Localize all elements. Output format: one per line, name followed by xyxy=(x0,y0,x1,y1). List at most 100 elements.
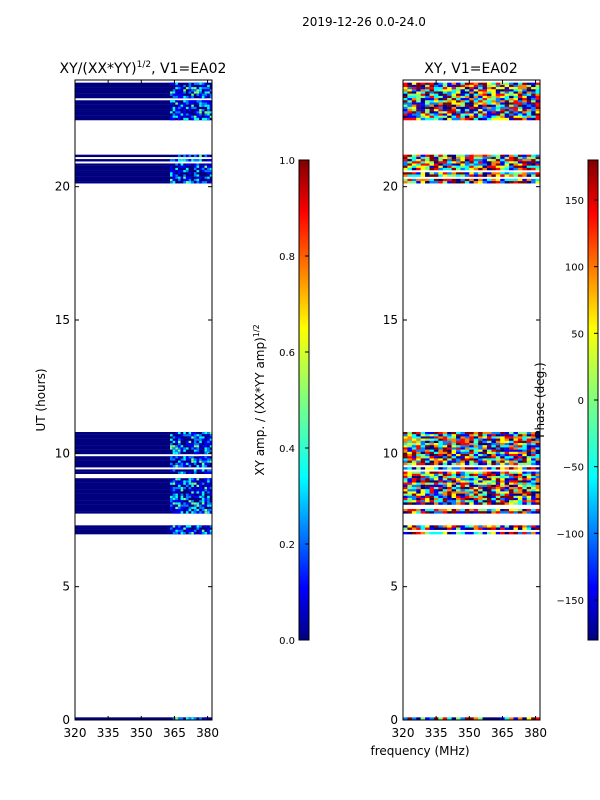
heatmap-cell xyxy=(531,527,536,530)
heatmap-cell xyxy=(478,717,483,720)
heatmap-cell xyxy=(478,480,483,483)
heatmap-cell xyxy=(442,167,448,171)
heatmap-cell xyxy=(204,89,208,92)
heatmap-cell xyxy=(433,100,439,103)
heatmap-cell xyxy=(403,87,408,90)
heatmap-cell xyxy=(513,172,519,175)
heatmap-cell xyxy=(177,93,181,97)
heatmap-cell xyxy=(478,111,483,114)
heatmap-row xyxy=(75,176,212,180)
heatmap-cell xyxy=(451,163,457,166)
heatmap-cell xyxy=(177,487,181,490)
heatmap-cell xyxy=(531,467,536,470)
heatmap-cell xyxy=(535,93,540,97)
heatmap-cell xyxy=(522,104,527,108)
heatmap-cell xyxy=(451,159,457,162)
heatmap-cell xyxy=(411,511,417,514)
heatmap-cell xyxy=(473,451,479,455)
heatmap-cell xyxy=(180,438,184,441)
heatmap-cell xyxy=(196,163,200,166)
heatmap-cell xyxy=(209,167,212,171)
heatmap-cell xyxy=(188,478,192,481)
heatmap-cell xyxy=(407,489,413,492)
heatmap-cell xyxy=(495,156,501,160)
heatmap-cell xyxy=(175,432,178,435)
heatmap-cell xyxy=(491,111,496,114)
heatmap-cell xyxy=(209,504,212,507)
heatmap-cell xyxy=(207,91,210,94)
heatmap-cell xyxy=(411,491,417,494)
heatmap-row xyxy=(75,491,212,494)
heatmap-cell xyxy=(460,467,466,470)
heatmap-cell xyxy=(509,115,514,119)
heatmap-cell xyxy=(447,111,452,114)
heatmap-cell xyxy=(196,87,200,90)
heatmap-cell xyxy=(495,181,501,184)
heatmap-cell xyxy=(513,476,519,479)
heatmap-cell xyxy=(442,451,448,455)
heatmap-cell xyxy=(403,482,408,485)
heatmap-cell xyxy=(420,117,426,121)
heatmap-cell xyxy=(526,154,532,158)
heatmap-cell xyxy=(491,436,496,439)
heatmap-cell xyxy=(175,489,178,492)
heatmap-cell xyxy=(500,509,505,512)
heatmap-cell xyxy=(535,115,540,119)
heatmap-cell xyxy=(535,480,540,483)
heatmap-cell xyxy=(495,117,501,121)
heatmap-cell xyxy=(509,487,514,490)
heatmap-cell xyxy=(513,95,519,99)
heatmap-cell xyxy=(482,482,488,485)
heatmap-cell xyxy=(177,87,181,90)
heatmap-cell xyxy=(425,498,430,501)
heatmap-cell xyxy=(172,449,176,452)
heatmap-cell xyxy=(177,451,181,455)
heatmap-cell xyxy=(170,500,173,503)
heatmap-cell xyxy=(526,498,532,501)
heatmap-cell xyxy=(464,167,470,171)
heatmap-cell xyxy=(407,178,413,182)
heatmap-cell xyxy=(447,484,452,488)
panel1-heatmap xyxy=(75,82,212,720)
heatmap-cell xyxy=(517,115,523,119)
heatmap-cell xyxy=(170,82,173,86)
heatmap-cell xyxy=(442,493,448,496)
heatmap-cell xyxy=(500,172,505,175)
heatmap-cell xyxy=(531,109,536,112)
heatmap-cell xyxy=(172,91,176,94)
heatmap-cell xyxy=(504,438,510,441)
heatmap-cell xyxy=(482,113,488,116)
heatmap-cell xyxy=(193,89,197,92)
heatmap-cell xyxy=(491,445,496,448)
heatmap-cell xyxy=(433,91,439,94)
heatmap-cell xyxy=(451,100,457,103)
heatmap-cell xyxy=(204,717,208,720)
heatmap-cell xyxy=(188,462,192,466)
heatmap-cell xyxy=(204,471,208,474)
heatmap-cell xyxy=(509,181,514,184)
heatmap-cell xyxy=(425,174,430,177)
heatmap-cell xyxy=(411,115,417,119)
heatmap-cell xyxy=(500,161,505,164)
heatmap-cell xyxy=(482,454,488,457)
heatmap-cell xyxy=(535,154,540,158)
heatmap-cell xyxy=(429,82,435,86)
heatmap-cell xyxy=(447,161,452,164)
heatmap-cell xyxy=(517,467,523,470)
heatmap-cell xyxy=(411,167,417,171)
heatmap-cell xyxy=(201,498,205,501)
y-tick-label: 20 xyxy=(383,180,398,194)
heatmap-cell xyxy=(526,93,532,97)
heatmap-cell xyxy=(175,436,178,439)
heatmap-cell xyxy=(183,487,186,490)
heatmap-cell xyxy=(442,502,448,505)
heatmap-cell xyxy=(535,89,540,92)
heatmap-cell xyxy=(517,167,523,171)
heatmap-cell xyxy=(175,159,178,162)
heatmap-cell xyxy=(491,174,496,177)
heatmap-cell xyxy=(509,476,514,479)
heatmap-cell xyxy=(522,109,527,112)
heatmap-cell xyxy=(180,509,184,512)
heatmap-cell xyxy=(478,436,483,439)
heatmap-cell xyxy=(517,102,523,105)
